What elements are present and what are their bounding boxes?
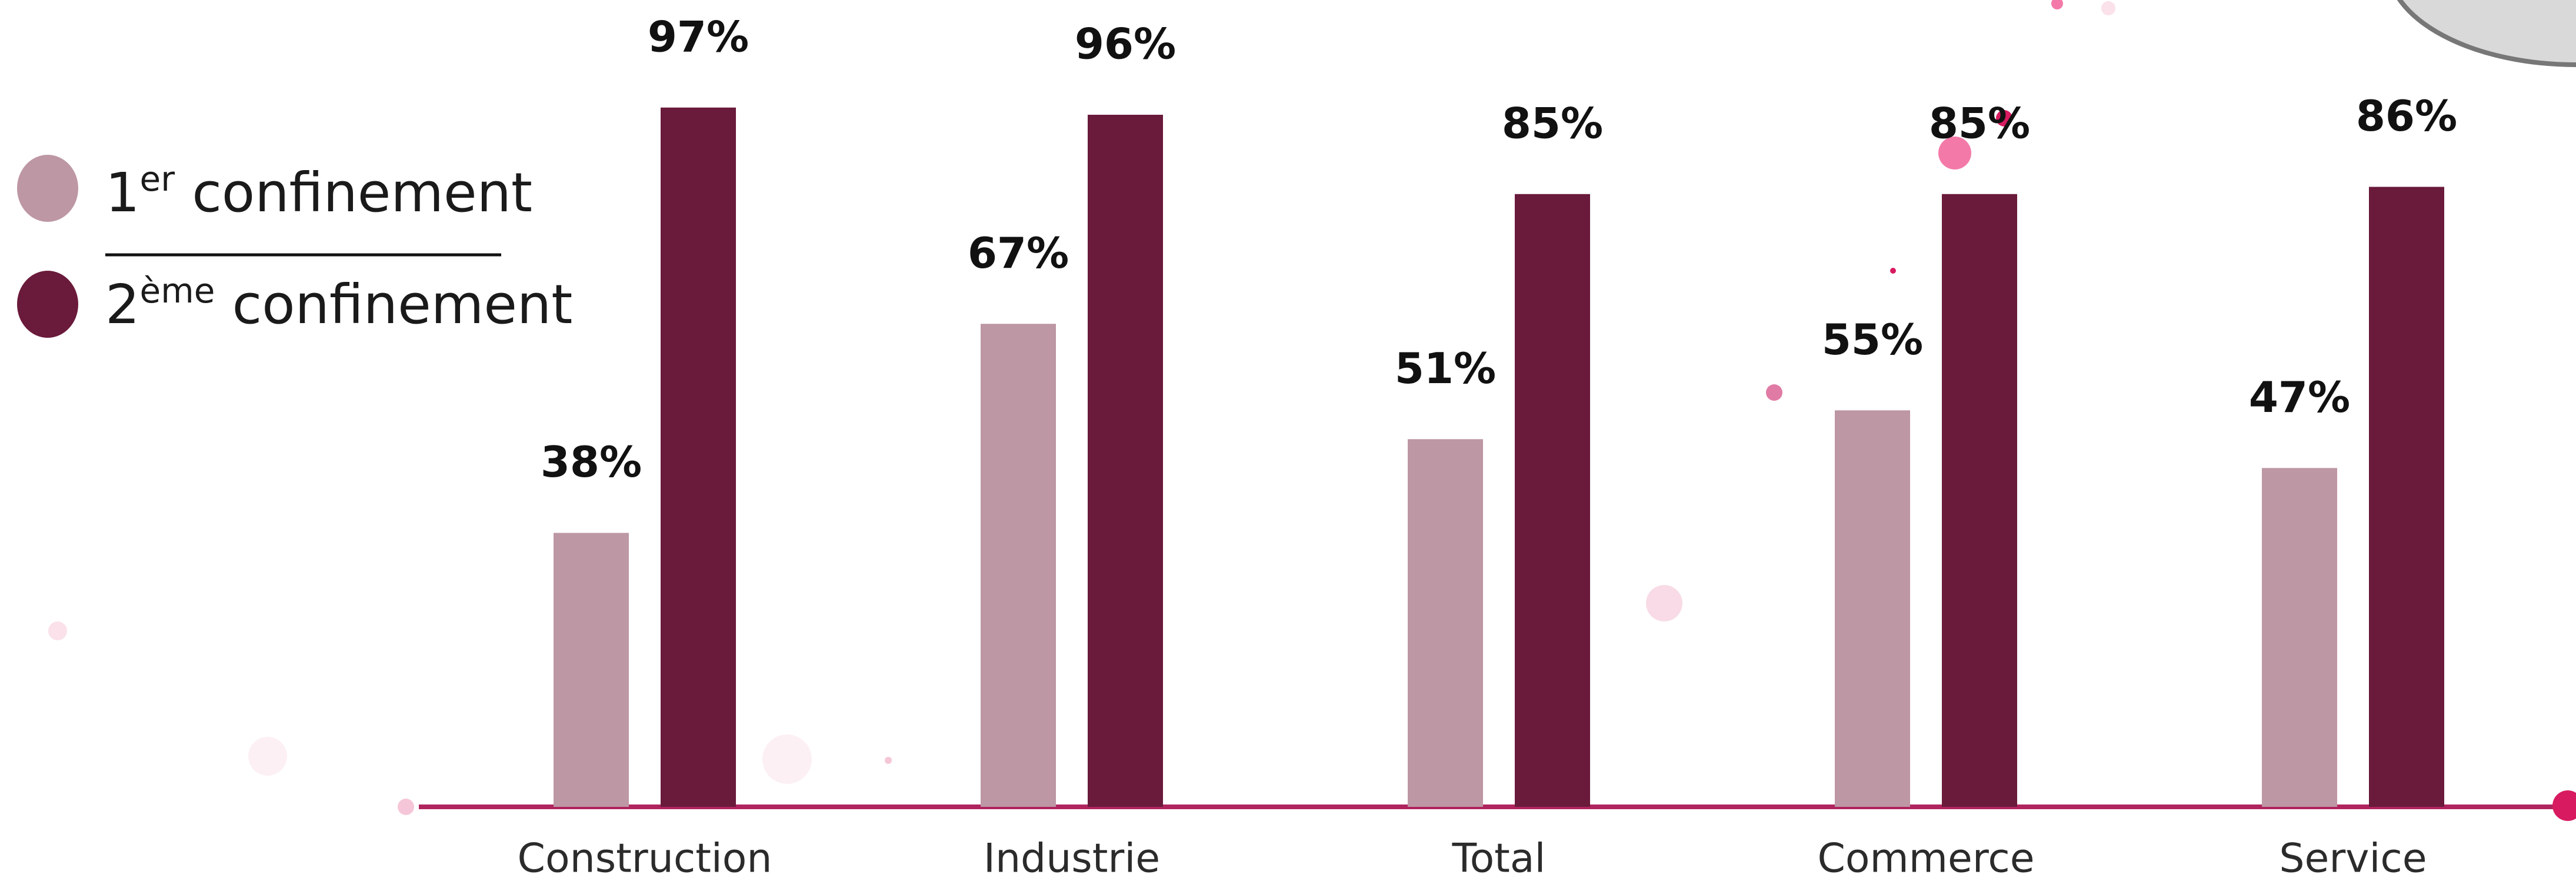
dot (1938, 137, 1971, 169)
x-tick-label: Industrie (984, 836, 1160, 881)
baseline-start (398, 799, 414, 815)
value-label: 51% (1395, 344, 1496, 393)
bar (1515, 194, 1590, 807)
dot (2051, 0, 2063, 9)
bar (2262, 468, 2337, 807)
bar (1942, 194, 2017, 807)
value-label: 67% (968, 228, 1069, 278)
legend: 1er confinement 2ème confinement (17, 155, 572, 338)
x-tick-label: Construction (518, 836, 772, 881)
dot (885, 757, 892, 764)
baseline-end (2552, 790, 2576, 821)
value-label: 55% (1822, 315, 1923, 364)
x-tick-label: Total (1452, 836, 1546, 881)
legend-label: 1er confinement (105, 159, 532, 224)
value-label: 86% (2356, 91, 2457, 141)
x-tick-label: Service (2279, 836, 2427, 881)
bar (1088, 115, 1163, 807)
value-label: 97% (648, 12, 749, 61)
dot (762, 734, 812, 784)
dot (248, 737, 287, 776)
dot (48, 621, 67, 640)
corner-disc (2397, 0, 2576, 67)
bar (1835, 410, 1910, 807)
legend-swatch (17, 155, 78, 222)
dot (1766, 384, 1782, 401)
legend-swatch (17, 271, 78, 338)
value-label: 47% (2249, 373, 2350, 422)
dot (1996, 110, 2012, 127)
value-label: 96% (1075, 19, 1176, 69)
bar (2369, 187, 2444, 807)
dot (1646, 585, 1682, 621)
legend-label: 2ème confinement (105, 271, 572, 336)
value-label: 85% (1502, 98, 1603, 148)
value-label: 85% (1929, 98, 2030, 148)
dot (1890, 268, 1896, 274)
bar (554, 533, 629, 807)
bar (661, 107, 736, 807)
decoration (48, 0, 2576, 784)
dot (2101, 1, 2115, 15)
x-tick-label: Commerce (1817, 836, 2034, 881)
value-label: 38% (541, 437, 642, 487)
bar (981, 324, 1056, 807)
bar (1408, 439, 1483, 807)
